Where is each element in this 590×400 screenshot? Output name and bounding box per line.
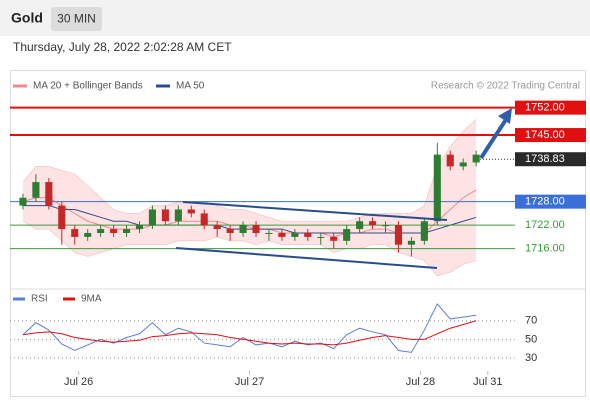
legend-label: RSI [31,294,48,305]
level-label: 1728.00 [525,196,565,208]
indicator-line [22,320,477,346]
arrow-head [498,108,512,124]
candle-body [239,225,247,233]
candle-body [330,236,338,241]
candle-body [200,213,208,226]
candle-body [135,225,144,230]
candle-body [187,209,195,214]
candle-body [304,232,312,237]
timestamp: Thursday, July 28, 2022 2:02:28 AM CET [13,40,232,54]
legend-label: 9MA [81,294,102,305]
candle-body [278,232,286,237]
candle-body [472,154,480,163]
candle-body [459,162,467,167]
y-tick-label: 70 [525,315,537,327]
candle-body [19,197,27,206]
candle-body [84,232,92,237]
level-box [515,128,586,143]
candle-body [369,221,377,226]
candle-body [394,225,403,245]
x-tick-label: Jul 26 [64,376,93,388]
x-tick-label: Jul 31 [473,376,502,388]
candle-body [343,229,351,241]
candle-body [148,209,156,226]
band-edge [22,220,477,277]
source: Research © 2022 Trading Central [431,81,580,92]
candle-body [317,236,325,238]
level-label: 1716.00 [525,243,565,255]
timeframe[interactable]: 30 MIN [57,12,96,26]
candle-body [291,232,299,237]
band-edge [22,119,477,222]
level-box [515,100,586,115]
candle-body [32,182,40,198]
y-tick-label: 50 [525,333,537,345]
x-tick-label: Jul 28 [406,376,435,388]
level-label: 1745.00 [525,129,565,141]
trendline [182,201,448,221]
level-label: 1722.00 [525,219,565,231]
candle-body [265,232,273,234]
candle-body [122,229,131,233]
symbol: Gold [11,10,43,26]
legend-label: MA 20 + Bollinger Bands [33,81,143,92]
candle-body [407,240,415,245]
x-tick-label: Jul 27 [235,376,264,388]
level-box [515,194,586,209]
candle-body [45,182,53,206]
last-price-label: 1738.83 [525,153,565,165]
candle-body [433,154,441,222]
candle-body [226,229,234,233]
candle-body [356,221,364,230]
candle-body [446,154,454,167]
y-tick-label: 30 [525,352,537,364]
bollinger-band [22,119,477,277]
candle-body [420,221,428,241]
candle-body [252,225,260,233]
candle-body [110,229,118,233]
candle-body [213,225,221,230]
candle-body [58,205,66,230]
candle-body [381,225,390,227]
timeframe-button[interactable] [51,7,102,31]
indicator-line [22,303,477,353]
last-price-box [515,152,586,167]
candle-body [97,229,105,233]
candle-body [161,209,169,222]
trendline [175,247,438,269]
projection-arrow [479,116,509,160]
candle-body [71,229,79,237]
frame [10,70,586,397]
legend-label: MA 50 [176,81,205,92]
candle-body [174,209,182,222]
level-label: 1752.00 [525,102,565,114]
